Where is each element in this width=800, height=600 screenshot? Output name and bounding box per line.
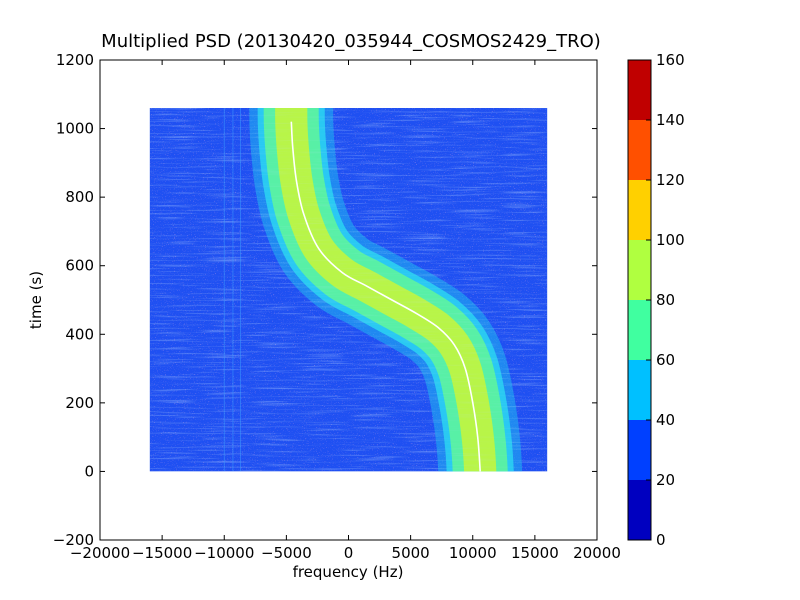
x-tick-label: −10000	[194, 544, 254, 562]
colorbar-tick-label: 60	[656, 351, 675, 369]
colorbar-segment	[628, 480, 651, 540]
colorbar-tick-label: 100	[656, 231, 685, 249]
colorbar-segment	[628, 360, 651, 420]
colorbar-segment	[628, 60, 651, 120]
doppler-trace-line	[290, 121, 481, 472]
colorbar-tick-label: 40	[656, 411, 675, 429]
psd-heatmap	[149, 108, 548, 472]
colorbar-tick-label: 80	[656, 291, 675, 309]
y-tick-label: 1200	[56, 51, 94, 69]
colorbar-segment	[628, 180, 651, 240]
y-tick-label: 800	[65, 188, 94, 206]
colorbar-tick-label: 20	[656, 471, 675, 489]
y-tick-label: 600	[65, 257, 94, 275]
colorbar: 0 20 40 60 80 100 120 140 160	[627, 51, 685, 549]
y-axis: −200 0 200 400 600 800 1000 1200	[53, 51, 597, 549]
x-tick-label: 0	[344, 544, 354, 562]
y-tick-label: 400	[65, 325, 94, 343]
x-tick-label: 15000	[511, 544, 559, 562]
colorbar-segment	[628, 420, 651, 480]
colorbar-segment	[628, 300, 651, 360]
y-tick-label: 200	[65, 394, 94, 412]
x-tick-label: −5000	[261, 544, 312, 562]
band-texture	[149, 108, 548, 472]
x-tick-label: 20000	[573, 544, 621, 562]
x-tick-label: 10000	[449, 544, 497, 562]
colorbar-tick-label: 0	[656, 531, 666, 549]
chart-title: Multiplied PSD (20130420_035944_COSMOS24…	[101, 31, 601, 52]
colorbar-tick-label: 160	[656, 51, 685, 69]
x-tick-label: −15000	[132, 544, 192, 562]
colorbar-tick-label: 140	[656, 111, 685, 129]
colorbar-segment	[628, 120, 651, 180]
x-axis: −20000 −15000 −10000 −5000 0 5000 10000 15000 20…	[70, 60, 621, 562]
colorbar-tick-label: 120	[656, 171, 685, 189]
y-tick-label: 1000	[56, 120, 94, 138]
x-tick-label: 5000	[392, 544, 430, 562]
x-axis-label: frequency (Hz)	[293, 563, 404, 581]
y-axis-label: time (s)	[27, 271, 45, 329]
y-tick-label: 0	[84, 462, 94, 480]
y-tick-label: −200	[53, 531, 94, 549]
x-tick-label: −20000	[70, 544, 130, 562]
colorbar-segment	[628, 240, 651, 300]
